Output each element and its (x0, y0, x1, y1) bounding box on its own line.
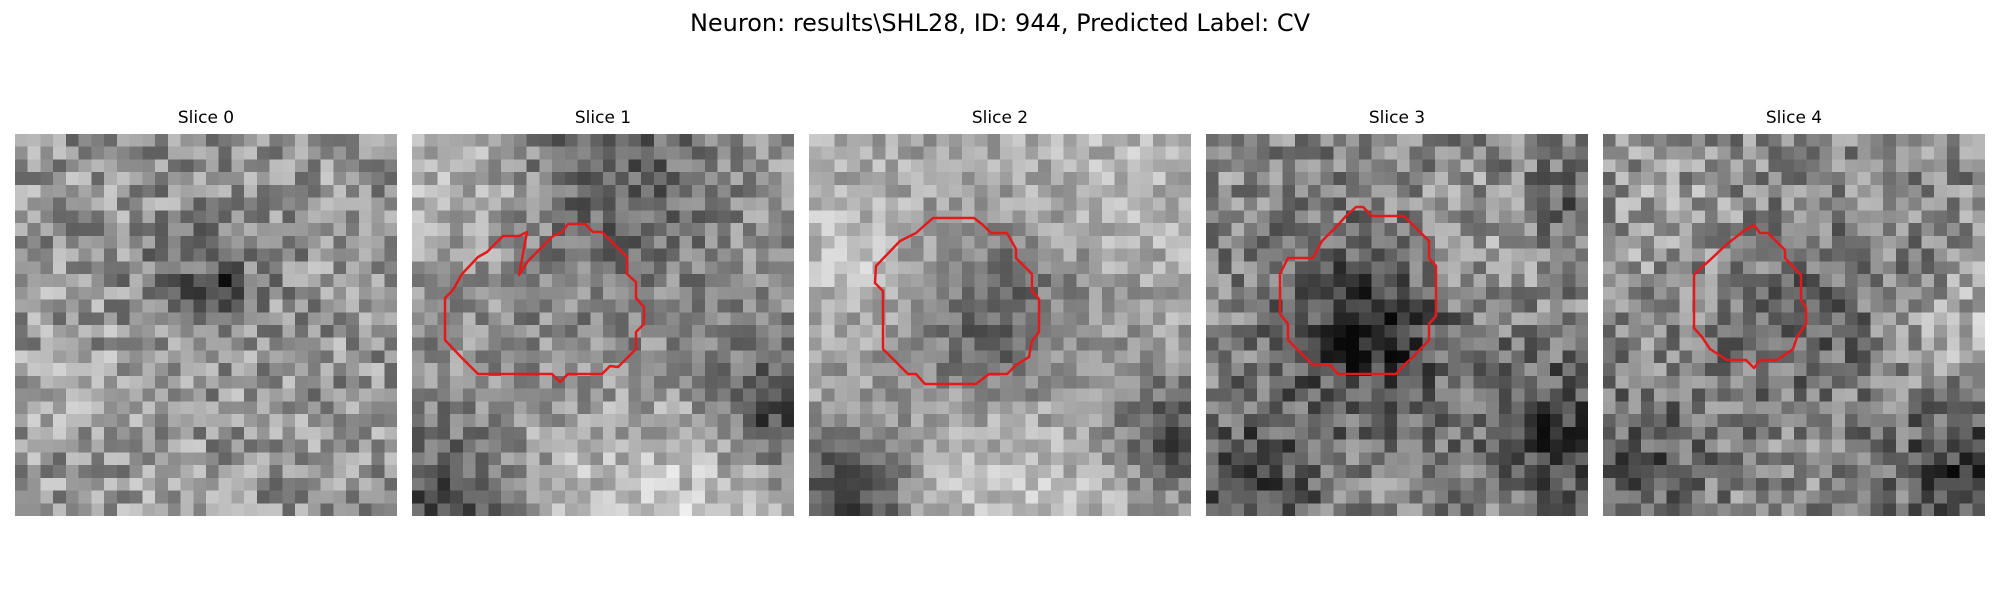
slice-image-4 (1603, 134, 1985, 516)
pixel-grid (412, 134, 794, 516)
cell-contour (1692, 223, 1808, 370)
slice-panel-3: Slice 3 (1206, 108, 1588, 516)
pixel-grid (1206, 134, 1588, 516)
slice-panel-2: Slice 2 (809, 108, 1191, 516)
cell-contour (1278, 205, 1438, 376)
pixel-grid (809, 134, 1191, 516)
slice-title: Slice 1 (574, 108, 632, 128)
slice-title: Slice 4 (1765, 108, 1823, 128)
cell-contour (443, 222, 646, 384)
slice-panel-1: Slice 1 (412, 108, 794, 516)
slice-title: Slice 2 (971, 108, 1029, 128)
slice-title: Slice 0 (177, 108, 235, 128)
slice-image-1 (412, 134, 794, 516)
slice-image-0 (15, 134, 397, 516)
figure-title: Neuron: results\SHL28, ID: 944, Predicte… (689, 9, 1311, 37)
slice-image-2 (809, 134, 1191, 516)
pixel-grid (15, 134, 397, 516)
slice-panel-0: Slice 0 (15, 108, 397, 516)
slice-panel-4: Slice 4 (1603, 108, 1985, 516)
slice-image-3 (1206, 134, 1588, 516)
cell-contour (873, 216, 1041, 386)
slice-title: Slice 3 (1368, 108, 1426, 128)
pixel-grid (1603, 134, 1985, 516)
